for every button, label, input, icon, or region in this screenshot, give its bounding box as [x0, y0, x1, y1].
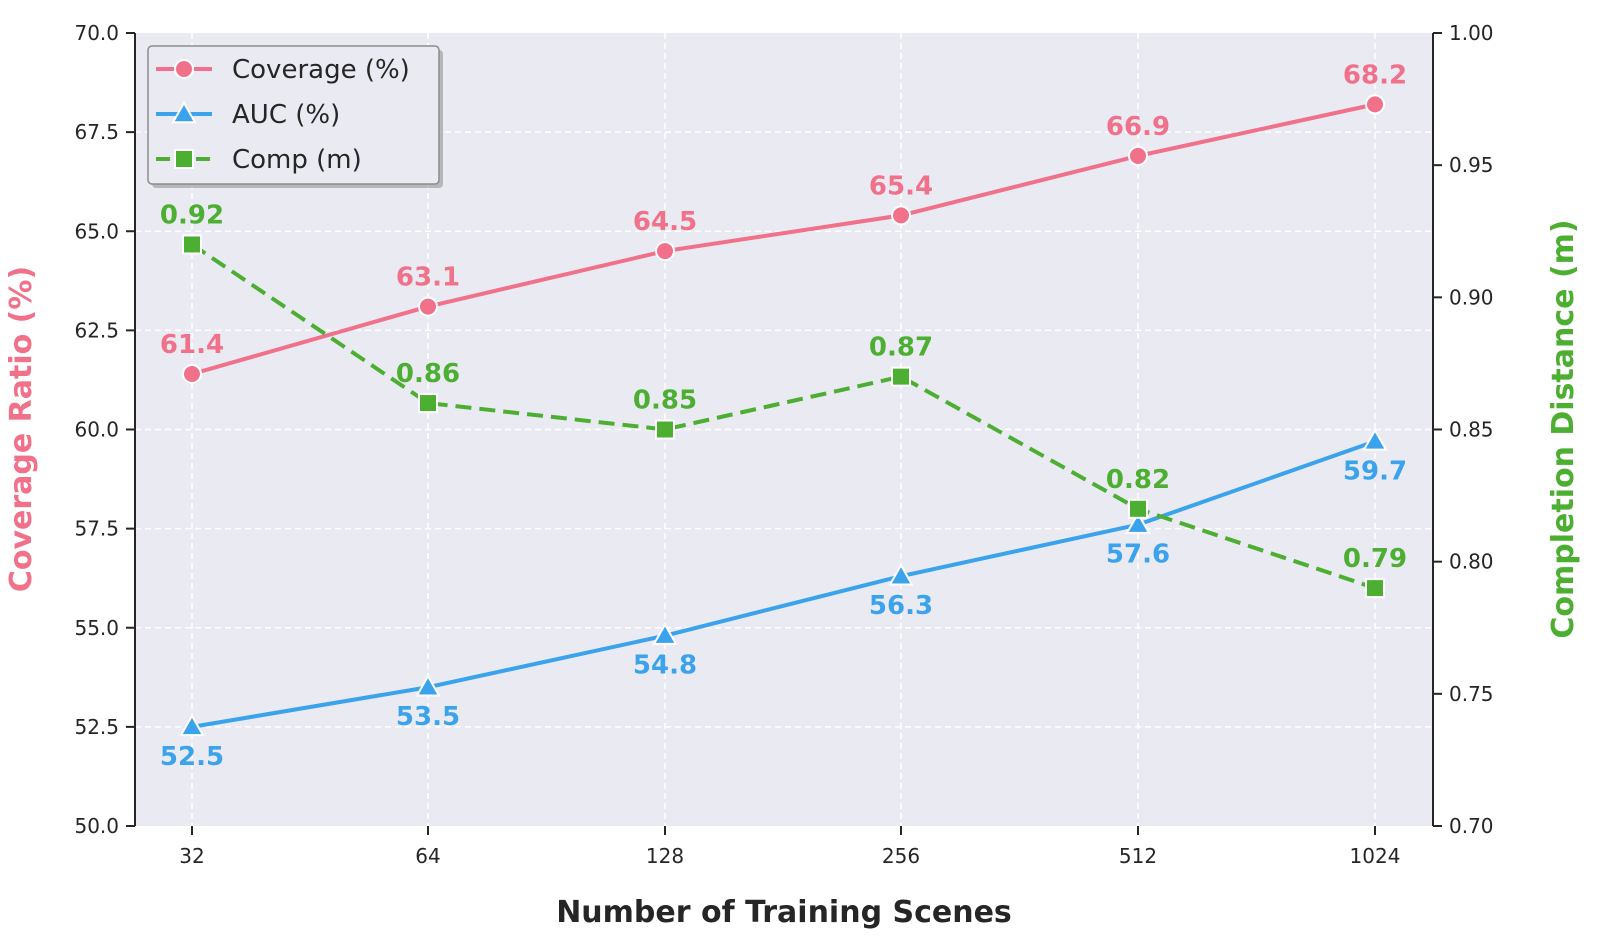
coverage-data-label: 63.1	[396, 263, 460, 293]
right-axis-title: Completion Distance (m)	[1546, 219, 1581, 638]
data-labels: 61.4 63.1 64.5 65.4 66.9 68.2 52.5 53.5 54.8 56.3…	[160, 60, 1407, 772]
coverage-point	[1128, 145, 1148, 166]
right-y-tick-label: 0.85	[1449, 418, 1494, 442]
auc-point	[1362, 428, 1388, 451]
auc-point	[888, 563, 914, 586]
auc-point	[652, 622, 678, 645]
legend-comp-label: Comp (m)	[232, 145, 362, 175]
x-tick-label: 32	[179, 844, 204, 868]
auc-data-label: 54.8	[633, 651, 697, 681]
legend-auc-label: AUC (%)	[232, 100, 340, 130]
auc-data-label: 59.7	[1343, 456, 1407, 486]
auc-data-label: 57.6	[1106, 540, 1170, 570]
x-tick-label: 256	[882, 844, 920, 868]
coverage-data-label: 66.9	[1106, 112, 1170, 142]
left-y-tick-label: 50.0	[74, 814, 119, 838]
auc-data-label: 53.5	[396, 702, 460, 732]
auc-point	[179, 713, 205, 737]
x-tick-label: 64	[415, 844, 440, 868]
axes: 32 64 128 256 512 1024 50.0 52.5 55.0 57.5 60.0 62.…	[74, 21, 1493, 868]
coverage-point	[418, 296, 438, 317]
left-y-tick-label: 65.0	[74, 219, 119, 243]
left-axis-title: Coverage Ratio (%)	[4, 266, 39, 592]
left-y-tick-label: 67.5	[74, 120, 119, 144]
right-y-tick-label: 1.00	[1449, 21, 1494, 45]
comp-point	[655, 419, 675, 440]
left-y-tick-label: 52.5	[74, 715, 119, 739]
comp-data-label: 0.92	[160, 200, 224, 230]
coverage-data-label: 64.5	[633, 207, 697, 237]
comp-point	[182, 234, 202, 255]
auc-point	[415, 674, 441, 697]
left-y-tick-label: 57.5	[74, 517, 119, 541]
legend-coverage-marker	[174, 59, 194, 79]
legend-auc-marker	[171, 100, 197, 124]
coverage-series-line	[191, 102, 1376, 376]
coverage-data-label: 61.4	[160, 330, 224, 360]
left-y-tick-label: 60.0	[74, 418, 119, 442]
right-y-tick-label: 0.70	[1449, 814, 1494, 838]
comp-point	[1128, 498, 1148, 519]
series-layer	[179, 94, 1388, 737]
coverage-point	[891, 205, 911, 226]
x-tick-label: 128	[646, 844, 684, 868]
right-y-tick-label: 0.75	[1449, 682, 1494, 706]
comp-data-label: 0.87	[869, 333, 933, 363]
left-y-tick-label: 55.0	[74, 616, 119, 640]
coverage-point	[655, 241, 675, 262]
comp-data-label: 0.86	[396, 359, 460, 389]
auc-point	[1125, 511, 1151, 534]
comp-point	[891, 366, 911, 387]
comp-data-label: 0.79	[1343, 544, 1407, 574]
legend-comp-marker	[174, 149, 194, 169]
x-axis-title: Number of Training Scenes	[556, 895, 1012, 930]
legend-box	[147, 45, 440, 185]
comp-data-label: 0.85	[633, 386, 697, 416]
x-tick-label: 1024	[1350, 844, 1401, 868]
comp-data-label: 0.82	[1106, 465, 1170, 495]
right-y-tick-label: 0.90	[1449, 285, 1494, 309]
legend: Coverage (%) AUC (%) Comp (m)	[147, 45, 443, 188]
comp-point	[418, 393, 438, 414]
auc-data-label: 52.5	[160, 742, 224, 772]
right-y-tick-label: 0.95	[1449, 153, 1494, 177]
auc-series-line	[191, 439, 1376, 729]
coverage-point	[1365, 94, 1385, 115]
coverage-point	[182, 363, 202, 384]
left-y-tick-label: 62.5	[74, 318, 119, 342]
left-y-tick-label: 70.0	[74, 21, 119, 45]
coverage-data-label: 68.2	[1343, 60, 1407, 90]
coverage-data-label: 65.4	[869, 171, 933, 201]
auc-data-label: 56.3	[869, 591, 933, 621]
comp-point	[1365, 578, 1385, 599]
legend-coverage-label: Coverage (%)	[232, 55, 410, 85]
x-tick-label: 512	[1119, 844, 1157, 868]
right-y-tick-label: 0.80	[1449, 550, 1494, 574]
